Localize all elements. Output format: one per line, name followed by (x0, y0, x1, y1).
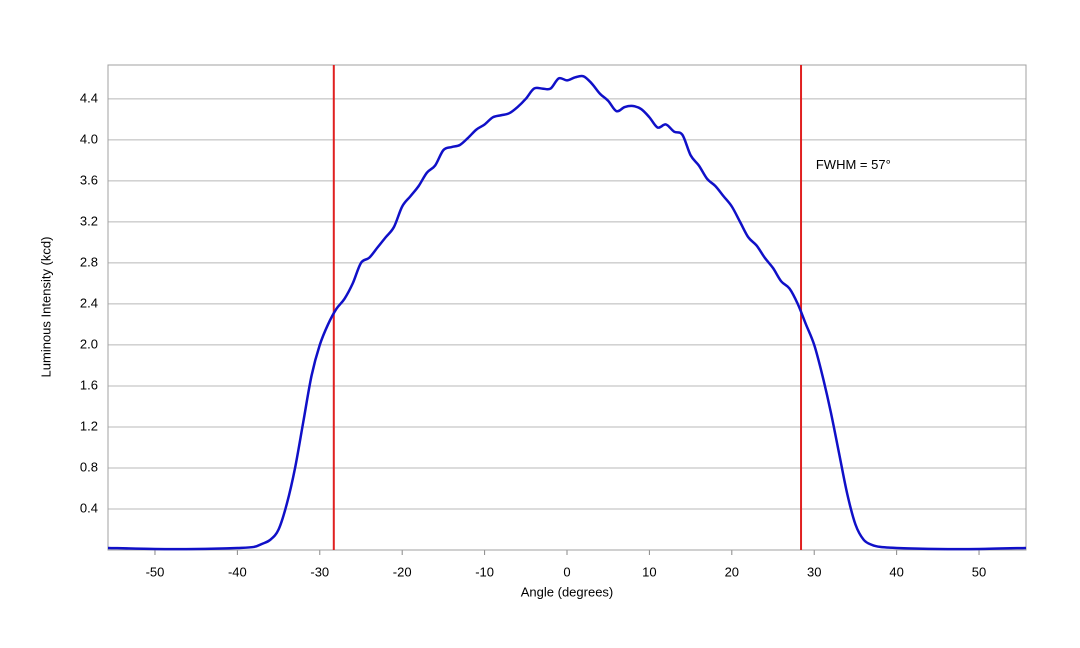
annotation: FWHM = 57° (816, 157, 891, 172)
y-axis-label: Luminous Intensity (kcd) (38, 237, 53, 378)
y-tick-label: 3.2 (80, 213, 98, 228)
x-tick-label: 50 (972, 564, 986, 579)
y-tick-label: 0.4 (80, 500, 98, 515)
x-tick-label: 10 (642, 564, 656, 579)
y-tick-label: 3.6 (80, 172, 98, 187)
x-tick-label: -50 (146, 564, 165, 579)
x-tick-label: -20 (393, 564, 412, 579)
plot-frame (107, 64, 1027, 551)
x-tick-label: 30 (807, 564, 821, 579)
y-tick-label: 2.0 (80, 336, 98, 351)
x-tick-label: -30 (310, 564, 329, 579)
y-tick-label: 1.2 (80, 418, 98, 433)
y-tick-label: 1.6 (80, 377, 98, 392)
x-tick-label: -40 (228, 564, 247, 579)
y-tick-label: 4.0 (80, 131, 98, 146)
data-line (107, 74, 1027, 551)
x-axis-label: Angle (degrees) (521, 584, 614, 599)
x-tick-label: 0 (563, 564, 570, 579)
x-tick-label: 40 (889, 564, 903, 579)
y-tick-label: 4.4 (80, 90, 98, 105)
y-tick-label: 0.8 (80, 459, 98, 474)
x-tick-label: -10 (475, 564, 494, 579)
y-tick-label: 2.8 (80, 254, 98, 269)
x-tick-label: 20 (725, 564, 739, 579)
y-tick-label: 2.4 (80, 295, 98, 310)
